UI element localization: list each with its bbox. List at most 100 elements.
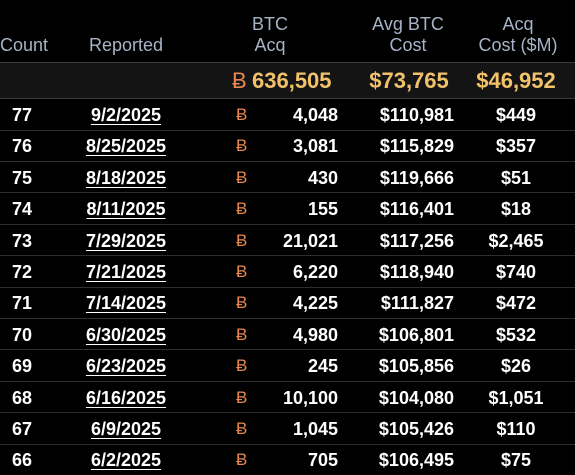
row-count: 73 [12,230,33,251]
row-count: 67 [12,419,33,439]
row-btc-acq: 6,220 [292,262,338,282]
row-btc-acq: 245 [307,356,338,377]
row-reported-date-link[interactable]: 7/29/2025 [85,230,167,251]
row-btc-acq: 155 [307,199,338,220]
row-avg-btc-cost: $110,981 [379,105,454,125]
row-divider [0,412,575,414]
row-btc-acq: 4,980 [292,324,338,345]
totals-divider [0,98,575,99]
row-divider [0,223,575,225]
bitcoin-icon: Ƀ [236,262,248,281]
row-acq-cost: $357 [495,136,537,157]
row-acq-cost: $532 [495,324,537,345]
row-acq-cost: $51 [500,167,532,188]
row-divider [0,129,575,131]
row-reported-date-link[interactable]: 7/21/2025 [85,262,167,282]
row-acq-cost: $75 [500,450,532,471]
totals-row [0,63,575,98]
bitcoin-icon: Ƀ [232,68,247,93]
row-divider [0,349,575,351]
row-avg-btc-cost: $111,827 [380,293,454,314]
row-acq-cost: $110 [496,419,536,439]
table-row: 68 6/16/2025 Ƀ 10,100 $104,080 $1,051 [0,382,575,414]
bitcoin-icon: Ƀ [236,293,248,313]
column-header-avg-btc-cost-line1: Avg BTC [372,14,444,34]
column-header-acq-cost: Acq Cost ($M) [464,14,572,56]
row-acq-cost: $449 [495,105,537,125]
row-reported-date-link[interactable]: 6/16/2025 [85,387,167,408]
bitcoin-icon: Ƀ [236,230,248,250]
row-reported-date-link[interactable]: 6/9/2025 [90,419,162,439]
total-avg-btc-cost: $73,765 [369,68,449,93]
header-divider [0,62,575,63]
row-acq-cost: $2,465 [488,230,544,251]
row-btc-acq: 4,048 [292,105,338,125]
bitcoin-icon: Ƀ [236,450,248,470]
row-avg-btc-cost: $116,401 [379,199,454,220]
bitcoin-icon: Ƀ [236,324,248,344]
column-header-avg-btc-cost: Avg BTC Cost [358,14,458,56]
column-header-count-label: Count [0,35,49,55]
table-row: 67 6/9/2025 Ƀ 1,045 $105,426 $110 [0,413,575,445]
row-avg-btc-cost: $117,256 [379,230,454,251]
row-btc-acq: 3,081 [292,136,338,157]
total-btc-acq: 636,505 [252,68,332,93]
row-divider [0,443,575,445]
row-reported-date-link[interactable]: 9/2/2025 [90,105,162,125]
row-btc-acq: 4,225 [292,293,338,314]
bitcoin-icon: Ƀ [236,199,248,219]
column-header-acq-cost-line2: Cost ($M) [478,35,558,55]
row-divider [0,380,575,382]
row-reported-date-link[interactable]: 7/14/2025 [85,293,167,314]
row-count: 71 [12,293,33,314]
bitcoin-icon: Ƀ [236,167,248,187]
row-count: 66 [12,450,33,471]
table-row: 75 8/18/2025 Ƀ 430 $119,666 $51 [0,162,575,194]
table-row: 73 7/29/2025 Ƀ 21,021 $117,256 $2,465 [0,225,575,257]
row-divider [0,317,575,319]
row-reported-date-link[interactable]: 6/30/2025 [85,324,167,345]
bitcoin-icon: Ƀ [236,419,248,438]
row-btc-acq: 21,021 [282,230,338,251]
row-reported-date-link[interactable]: 8/25/2025 [85,136,167,157]
row-reported-date-link[interactable]: 8/11/2025 [86,199,166,220]
total-acq-cost: $46,952 [476,68,556,93]
row-avg-btc-cost: $106,801 [378,324,454,345]
row-acq-cost: $1,051 [488,387,544,408]
row-btc-acq: 430 [307,167,338,188]
row-divider [0,286,575,288]
row-acq-cost: $26 [500,356,532,377]
row-btc-acq: 705 [307,450,338,471]
bitcoin-icon: Ƀ [236,356,248,376]
row-count: 72 [12,262,33,282]
table-row: 74 8/11/2025 Ƀ 155 $116,401 $18 [0,193,575,225]
row-divider [0,192,575,194]
row-avg-btc-cost: $105,856 [378,356,454,377]
table-row: 77 9/2/2025 Ƀ 4,048 $110,981 $449 [0,99,575,131]
row-avg-btc-cost: $118,940 [379,262,454,282]
bitcoin-icon: Ƀ [236,136,248,156]
row-btc-acq: 10,100 [282,387,338,408]
row-reported-date-link[interactable]: 6/2/2025 [90,450,162,471]
table-row: 76 8/25/2025 Ƀ 3,081 $115,829 $357 [0,130,575,162]
row-divider [0,160,575,162]
row-btc-acq: 1,045 [292,419,338,439]
row-reported-date-link[interactable]: 6/23/2025 [85,356,167,377]
row-count: 77 [12,105,33,125]
column-header-btc-acq: BTC Acq [240,14,300,56]
row-acq-cost: $472 [495,293,537,314]
column-header-btc-acq-line2: Acq [254,35,286,55]
table-row: 69 6/23/2025 Ƀ 245 $105,856 $26 [0,350,575,382]
row-count: 75 [12,167,33,188]
row-count: 76 [12,136,33,157]
column-header-count: Count [0,35,60,56]
row-count: 69 [12,356,33,377]
table-row: 66 6/2/2025 Ƀ 705 $106,495 $75 [0,444,575,475]
row-avg-btc-cost: $115,829 [379,136,454,157]
row-avg-btc-cost: $104,080 [378,387,454,408]
row-reported-date-link[interactable]: 8/18/2025 [85,167,167,188]
column-header-avg-btc-cost-line2: Cost [389,35,427,55]
row-acq-cost: $740 [495,262,537,282]
row-avg-btc-cost: $106,495 [378,450,454,471]
